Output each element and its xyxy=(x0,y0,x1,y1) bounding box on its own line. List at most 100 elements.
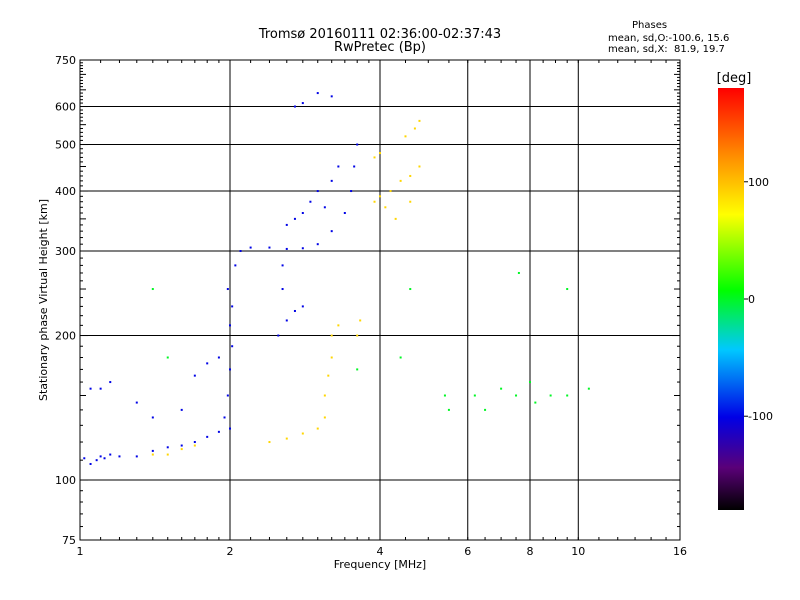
x-tick-label: 4 xyxy=(377,545,384,558)
data-point xyxy=(151,288,154,291)
data-point xyxy=(166,356,169,359)
y-tick-label: 750 xyxy=(55,54,76,67)
data-point xyxy=(301,212,304,215)
data-point xyxy=(323,416,326,419)
data-point xyxy=(337,165,340,168)
colorbar-tick-label: 100 xyxy=(748,176,769,189)
data-point xyxy=(180,408,183,411)
data-point xyxy=(285,247,288,250)
data-point xyxy=(447,408,450,411)
data-point xyxy=(281,288,284,291)
colorbar xyxy=(718,88,744,510)
data-point xyxy=(418,165,421,168)
data-point xyxy=(301,247,304,250)
data-point xyxy=(206,435,209,438)
data-point xyxy=(330,230,333,233)
data-point xyxy=(99,455,102,458)
data-point xyxy=(206,362,209,365)
data-point xyxy=(151,453,154,456)
data-point xyxy=(409,200,412,203)
data-point xyxy=(549,394,552,397)
data-point xyxy=(566,288,569,291)
y-tick-label: 75 xyxy=(62,534,76,547)
data-point xyxy=(151,449,154,452)
data-point xyxy=(231,345,234,348)
data-point xyxy=(193,374,196,377)
data-point xyxy=(193,444,196,447)
data-point xyxy=(229,427,231,430)
data-point xyxy=(404,135,407,138)
colorbar-tick-label: -100 xyxy=(748,410,773,423)
data-point xyxy=(229,368,231,371)
x-tick-label: 6 xyxy=(464,545,471,558)
data-point xyxy=(166,453,169,456)
data-point xyxy=(316,190,319,193)
colorbar-label: [deg] xyxy=(717,71,752,86)
data-point xyxy=(231,305,234,308)
data-point xyxy=(217,430,220,433)
colorbar-tick-label: 0 xyxy=(748,293,755,306)
data-point xyxy=(109,381,112,384)
data-point xyxy=(330,356,333,359)
data-point xyxy=(399,356,402,359)
data-point xyxy=(566,394,569,397)
y-tick-label: 100 xyxy=(55,474,76,487)
data-point xyxy=(529,381,531,384)
data-point xyxy=(229,324,231,327)
data-point xyxy=(394,217,397,220)
data-point xyxy=(249,246,252,249)
y-tick-label: 200 xyxy=(55,330,76,343)
data-point xyxy=(330,95,333,98)
data-point xyxy=(343,212,346,215)
x-tick-label: 8 xyxy=(527,545,534,558)
data-point xyxy=(379,152,381,155)
data-point xyxy=(277,334,280,337)
data-point xyxy=(234,264,237,267)
data-point xyxy=(356,368,359,371)
data-point xyxy=(301,305,304,308)
x-tick-label: 10 xyxy=(571,545,585,558)
data-point xyxy=(217,356,220,359)
data-point xyxy=(226,394,229,397)
data-point xyxy=(226,288,229,291)
data-point xyxy=(327,374,330,377)
data-point xyxy=(353,165,356,168)
x-tick-label: 1 xyxy=(77,545,84,558)
data-point xyxy=(316,427,319,430)
data-point xyxy=(301,102,304,105)
data-point xyxy=(285,319,288,322)
chart-title: Tromsø 20160111 02:36:00-02:37:43 xyxy=(258,27,502,42)
data-point xyxy=(293,105,296,108)
data-point xyxy=(413,127,416,130)
data-point xyxy=(151,416,154,419)
data-point xyxy=(83,457,86,460)
x-tick-label: 2 xyxy=(227,545,234,558)
data-point xyxy=(180,448,183,451)
data-point xyxy=(268,246,271,249)
data-point xyxy=(409,288,412,291)
data-point xyxy=(316,92,319,95)
data-point xyxy=(316,243,319,246)
data-point xyxy=(301,432,304,435)
data-point xyxy=(99,387,102,390)
chart-subtitle: RwPretec (Bp) xyxy=(333,40,427,55)
data-point xyxy=(109,453,112,456)
data-point xyxy=(285,437,288,440)
data-point xyxy=(359,319,362,322)
data-point xyxy=(323,394,326,397)
data-point xyxy=(180,444,183,447)
data-point xyxy=(379,195,381,198)
data-point xyxy=(330,179,333,182)
y-axis-label: Stationary phase Virtual Height [km] xyxy=(37,199,50,401)
y-tick-label: 400 xyxy=(55,185,76,198)
data-point xyxy=(293,217,296,220)
data-point xyxy=(337,324,340,327)
data-point xyxy=(95,459,98,462)
data-point xyxy=(309,200,312,203)
data-point xyxy=(135,455,138,458)
phases-o-mode: mean, sd,O:-100.6, 15.6 xyxy=(608,33,730,44)
data-point xyxy=(166,446,169,449)
data-point xyxy=(239,250,242,253)
